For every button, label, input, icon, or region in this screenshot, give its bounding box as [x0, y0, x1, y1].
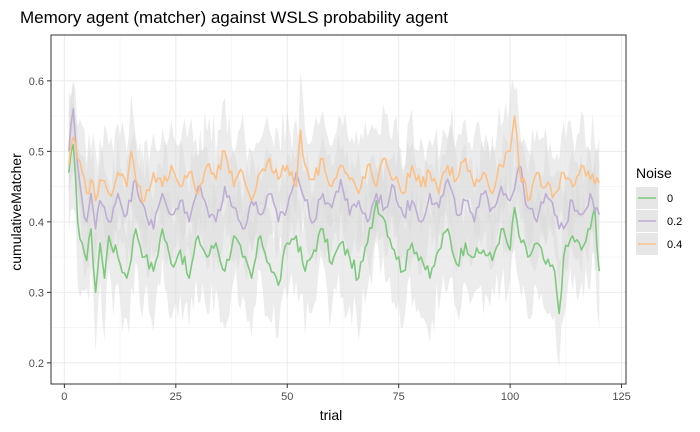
y-tick-label: 0.6: [29, 76, 44, 88]
series-line-0.2: [68, 108, 601, 230]
y-tick-label: 0.2: [29, 358, 44, 370]
chart-title: Memory agent (matcher) against WSLS prob…: [20, 8, 448, 27]
x-axis-title: trial: [320, 407, 343, 423]
legend: Noise 0 0.2 0.4: [636, 165, 682, 255]
y-tick-label: 0.4: [29, 217, 44, 229]
y-tick-label: 0.3: [29, 287, 44, 299]
plot-panel: [50, 34, 627, 385]
series-line-0: [68, 143, 601, 315]
legend-label-0.4: 0.4: [667, 239, 682, 251]
legend-label-0.2: 0.2: [667, 216, 682, 228]
legend-title: Noise: [636, 165, 672, 181]
series-ribbon-0.4: [68, 69, 600, 260]
x-tick-label: 50: [281, 391, 293, 403]
x-tick-label: 0: [61, 391, 67, 403]
legend-label-0: 0: [667, 193, 673, 205]
x-tick-label: 75: [393, 391, 405, 403]
y-tick-label: 0.5: [29, 146, 44, 158]
x-tick-label: 25: [170, 391, 182, 403]
y-axis-title: cumulativeMatcher: [8, 153, 24, 271]
y-axis: 0.2 0.3 0.4 0.5 0.6: [29, 76, 51, 370]
x-tick-label: 100: [501, 391, 519, 403]
series-line-0.4: [68, 115, 601, 203]
x-axis: 0 25 50 75 100 125: [61, 384, 631, 403]
x-tick-label: 125: [612, 391, 630, 403]
panel-border: [50, 34, 627, 385]
